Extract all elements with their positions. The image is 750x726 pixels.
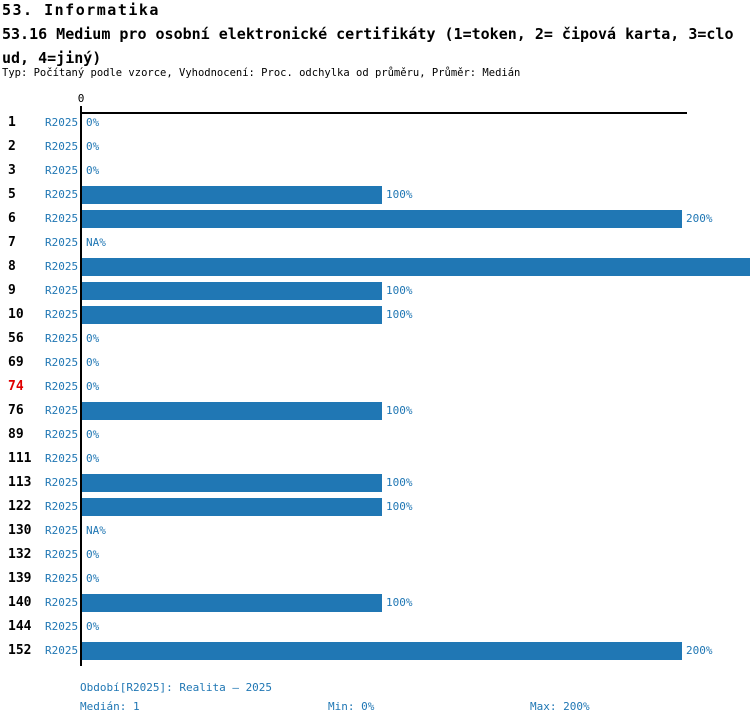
period-label: Období[R2025]: Realita – 2025 xyxy=(80,681,273,694)
row-series-label: R2025 xyxy=(45,620,79,633)
y-axis-line xyxy=(80,112,82,666)
row-series-label: R2025 xyxy=(45,380,79,393)
row-value-label: 0% xyxy=(86,116,100,129)
row-value-label: 0% xyxy=(86,452,100,465)
axis-zero-tick-mark xyxy=(80,106,82,112)
row-series-label: R2025 xyxy=(45,260,79,273)
row-value-label: 0% xyxy=(86,428,100,441)
row-value-label: 0% xyxy=(86,548,100,561)
row-id-label: 122 xyxy=(8,499,32,514)
row-value-label: 100% xyxy=(386,500,413,513)
row-series-label: R2025 xyxy=(45,188,79,201)
row-id-label: 130 xyxy=(8,523,32,538)
row-series-label: R2025 xyxy=(45,356,79,369)
row-series-label: R2025 xyxy=(45,476,79,489)
chart-title: 53. Informatika xyxy=(2,1,160,19)
row-series-label: R2025 xyxy=(45,332,79,345)
row-series-label: R2025 xyxy=(45,428,79,441)
row-value-label: 0% xyxy=(86,356,100,369)
row-series-label: R2025 xyxy=(45,572,79,585)
row-series-label: R2025 xyxy=(45,116,79,129)
max-label: Max: 200% xyxy=(530,700,590,713)
row-series-label: R2025 xyxy=(45,596,79,609)
row-value-label: NA% xyxy=(86,524,106,537)
row-id-label: 140 xyxy=(8,595,32,610)
value-bar xyxy=(82,402,382,420)
row-series-label: R2025 xyxy=(45,284,79,297)
row-id-label: 1 xyxy=(8,115,16,130)
chart-subtitle-line1: 53.16 Medium pro osobní elektronické cer… xyxy=(2,25,734,43)
value-bar xyxy=(82,642,682,660)
value-bar xyxy=(82,594,382,612)
row-value-label: 0% xyxy=(86,140,100,153)
row-id-label: 152 xyxy=(8,643,32,658)
row-id-label: 2 xyxy=(8,139,16,154)
row-value-label: 100% xyxy=(386,596,413,609)
row-value-label: 0% xyxy=(86,620,100,633)
row-id-label: 69 xyxy=(8,355,24,370)
row-series-label: R2025 xyxy=(45,524,79,537)
row-series-label: R2025 xyxy=(45,212,79,225)
row-id-label: 7 xyxy=(8,235,16,250)
axis-zero-tick-label: 0 xyxy=(77,92,85,105)
row-id-label: 8 xyxy=(8,259,16,274)
row-series-label: R2025 xyxy=(45,140,79,153)
row-value-label: 100% xyxy=(386,284,413,297)
row-value-label: 200% xyxy=(686,212,713,225)
value-bar xyxy=(82,474,382,492)
row-value-label: 0% xyxy=(86,572,100,585)
row-series-label: R2025 xyxy=(45,548,79,561)
value-bar xyxy=(82,498,382,516)
row-value-label: 100% xyxy=(386,404,413,417)
row-id-label: 89 xyxy=(8,427,24,442)
row-series-label: R2025 xyxy=(45,404,79,417)
value-bar xyxy=(82,210,682,228)
row-id-label: 111 xyxy=(8,451,32,466)
row-id-label: 10 xyxy=(8,307,24,322)
row-value-label: 0% xyxy=(86,164,100,177)
row-value-label: 100% xyxy=(386,476,413,489)
row-value-label: 100% xyxy=(386,308,413,321)
value-bar xyxy=(82,258,750,276)
row-id-label: 3 xyxy=(8,163,16,178)
x-axis-line xyxy=(80,112,687,114)
row-id-label: 6 xyxy=(8,211,16,226)
row-series-label: R2025 xyxy=(45,164,79,177)
row-value-label: NA% xyxy=(86,236,106,249)
value-bar xyxy=(82,306,382,324)
row-id-label: 9 xyxy=(8,283,16,298)
value-bar xyxy=(82,282,382,300)
chart-meta-line: Typ: Počítaný podle vzorce, Vyhodnocení:… xyxy=(2,67,521,79)
row-id-label: 76 xyxy=(8,403,24,418)
median-label: Medián: 1 xyxy=(80,700,140,713)
row-id-label: 144 xyxy=(8,619,32,634)
row-series-label: R2025 xyxy=(45,236,79,249)
row-value-label: 0% xyxy=(86,332,100,345)
row-id-label: 132 xyxy=(8,547,32,562)
row-series-label: R2025 xyxy=(45,308,79,321)
chart-subtitle-line2: ud, 4=jiný) xyxy=(2,49,102,67)
row-id-label: 5 xyxy=(8,187,16,202)
min-label: Min: 0% xyxy=(328,700,375,713)
row-value-label: 200% xyxy=(686,644,713,657)
row-series-label: R2025 xyxy=(45,452,79,465)
row-value-label: 100% xyxy=(386,188,413,201)
row-id-label: 139 xyxy=(8,571,32,586)
row-id-label: 56 xyxy=(8,331,24,346)
row-id-label: 74 xyxy=(8,379,24,394)
value-bar xyxy=(82,186,382,204)
row-id-label: 113 xyxy=(8,475,32,490)
row-series-label: R2025 xyxy=(45,644,79,657)
row-value-label: 0% xyxy=(86,380,100,393)
row-series-label: R2025 xyxy=(45,500,79,513)
